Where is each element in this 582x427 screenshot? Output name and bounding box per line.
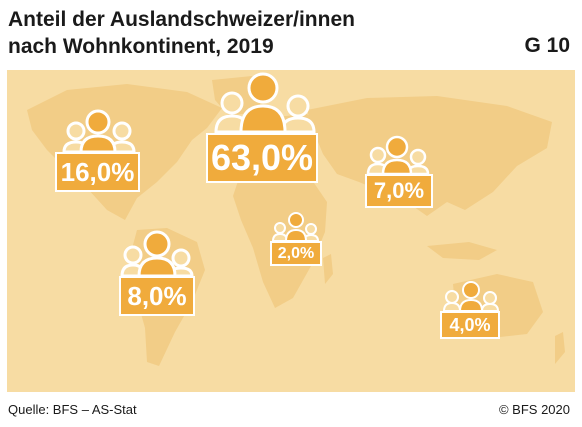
indonesia-shape — [427, 242, 497, 260]
value-label-asia: 7,0% — [365, 174, 433, 208]
chart-title: Anteil der Auslandschweizer/innen nach W… — [8, 6, 448, 60]
source-note: Quelle: BFS – AS-Stat — [8, 402, 137, 417]
graphic-number: G 10 — [524, 34, 570, 57]
value-label-europe: 63,0% — [206, 133, 318, 183]
value-label-africa: 2,0% — [270, 241, 322, 266]
value-label-oceania: 4,0% — [440, 311, 500, 339]
new-zealand-shape — [555, 332, 565, 364]
asia-shape — [307, 96, 552, 216]
madagascar-shape — [323, 254, 333, 284]
title-line-1: Anteil der Auslandschweizer/innen — [8, 8, 355, 31]
title-line-2: nach Wohnkontinent, 2019 — [8, 35, 274, 58]
value-label-north-america: 16,0% — [55, 152, 140, 192]
value-label-south-america: 8,0% — [119, 276, 195, 316]
copyright-note: © BFS 2020 — [498, 402, 570, 417]
